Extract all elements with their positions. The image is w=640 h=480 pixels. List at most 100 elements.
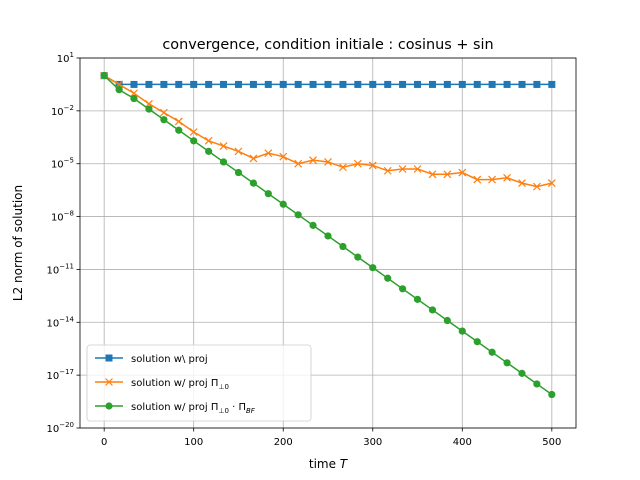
series-3-point bbox=[205, 147, 213, 155]
series-3-point bbox=[488, 348, 496, 356]
y-tick-base: 10 bbox=[57, 54, 70, 65]
y-tick-exponent: −11 bbox=[59, 262, 74, 270]
series-1-point bbox=[399, 80, 407, 88]
series-2-point bbox=[518, 179, 526, 188]
x-axis-label-text: time bbox=[309, 457, 340, 471]
series-3-point bbox=[309, 221, 317, 229]
series-1-point bbox=[354, 80, 362, 88]
series-2-point bbox=[130, 89, 138, 98]
y-tick-base: 10 bbox=[46, 318, 59, 329]
series-1-point bbox=[160, 80, 168, 88]
series-2-point bbox=[249, 154, 258, 163]
y-tick-base: 10 bbox=[51, 160, 64, 171]
series-3-point bbox=[160, 116, 168, 124]
series-1-point bbox=[458, 80, 466, 88]
y-tick-base: 10 bbox=[46, 424, 59, 435]
series-1-point bbox=[220, 80, 228, 88]
series-2-point bbox=[189, 128, 198, 136]
series-1-point bbox=[339, 80, 347, 88]
series-2-point bbox=[428, 170, 437, 179]
series-3-point bbox=[175, 126, 183, 134]
series-1-point bbox=[324, 80, 332, 88]
series-3-point bbox=[458, 327, 466, 335]
y-tick-label: 10−8 bbox=[51, 210, 74, 224]
series-2-point bbox=[353, 159, 362, 168]
y-tick-base: 10 bbox=[46, 265, 59, 276]
y-tick-exponent: 1 bbox=[70, 51, 74, 59]
series-layer bbox=[100, 71, 556, 399]
series-1-point bbox=[414, 80, 422, 88]
y-tick-exponent: −5 bbox=[64, 157, 74, 165]
legend-label-text: solution w/ proj Π bbox=[131, 378, 218, 389]
series-1-point bbox=[175, 80, 183, 88]
legend-label: solution w/ proj Π⊥0 · ΠBF bbox=[131, 402, 256, 415]
series-3-point bbox=[339, 242, 347, 251]
series-2-point bbox=[339, 163, 347, 172]
series-3-point bbox=[384, 274, 392, 282]
x-tick-label: 0 bbox=[101, 437, 107, 448]
series-2-point bbox=[204, 136, 213, 145]
series-1-point bbox=[428, 80, 436, 88]
legend-item-2: solution w/ proj Π⊥0 bbox=[95, 378, 229, 391]
series-2-point bbox=[383, 166, 392, 175]
y-tick-label: 10−2 bbox=[51, 104, 74, 118]
legend-label-subscript: ⊥0 bbox=[218, 383, 229, 391]
legend-label: solution w\ proj bbox=[131, 354, 208, 365]
y-tick-exponent: −2 bbox=[64, 104, 74, 112]
y-tick-label: 10−17 bbox=[46, 368, 74, 382]
series-2-point bbox=[488, 175, 497, 184]
series-1-point bbox=[145, 80, 153, 88]
series-2-point bbox=[503, 173, 511, 182]
legend-frame bbox=[86, 344, 312, 422]
x-axis: 0 100 200 300 400 500 bbox=[101, 428, 561, 448]
series-2-point bbox=[159, 108, 168, 117]
series-3-point bbox=[413, 295, 422, 303]
series-1-point bbox=[533, 80, 541, 88]
series-3-point bbox=[503, 359, 511, 367]
series-1-point bbox=[205, 80, 213, 88]
x-tick-label: 500 bbox=[542, 437, 561, 448]
x-tick-label: 400 bbox=[453, 437, 472, 448]
series-3-point bbox=[443, 316, 451, 325]
legend-label-subscript: BF bbox=[246, 407, 256, 415]
series-1-point bbox=[279, 80, 287, 88]
y-tick-base: 10 bbox=[46, 371, 59, 382]
series-2-point bbox=[264, 149, 273, 158]
series-2 bbox=[100, 71, 556, 191]
y-tick-label: 101 bbox=[57, 51, 74, 65]
legend-label: solution w/ proj Π⊥0 bbox=[131, 378, 229, 391]
series-3 bbox=[100, 72, 556, 399]
series-1-point bbox=[309, 80, 317, 88]
series-3-point bbox=[100, 72, 108, 80]
x-axis-label: time T bbox=[309, 457, 349, 471]
series-2-point bbox=[443, 170, 452, 179]
series-2-point bbox=[458, 168, 467, 177]
series-1-point bbox=[130, 80, 138, 88]
x-tick-label: 200 bbox=[274, 437, 293, 448]
y-tick-label: 10−14 bbox=[46, 315, 74, 329]
series-3-point bbox=[279, 200, 287, 208]
series-2-point bbox=[532, 182, 541, 191]
series-1-point bbox=[443, 80, 451, 88]
series-2-point bbox=[547, 179, 556, 188]
series-3-point bbox=[219, 158, 228, 166]
series-1-point bbox=[190, 80, 198, 88]
series-2-point bbox=[294, 159, 303, 168]
legend-item-1: solution w\ proj bbox=[95, 354, 208, 365]
series-3-point bbox=[130, 94, 138, 103]
x-tick-label: 100 bbox=[184, 437, 203, 448]
legend-item-3: solution w/ proj Π⊥0 · ΠBF bbox=[95, 402, 256, 415]
legend-swatch-marker bbox=[105, 354, 113, 362]
series-2-point bbox=[309, 156, 317, 165]
y-tick-exponent: −8 bbox=[64, 210, 74, 218]
series-3-point bbox=[234, 168, 243, 177]
y-tick-exponent: −14 bbox=[59, 315, 74, 323]
series-2-point bbox=[174, 117, 183, 126]
series-1-point bbox=[294, 80, 302, 88]
x-axis-label-variable: T bbox=[340, 457, 349, 471]
series-1-point bbox=[369, 80, 377, 88]
y-tick-exponent: −20 bbox=[59, 421, 74, 429]
y-tick-label: 10−11 bbox=[46, 262, 74, 276]
legend-label-subscript: ⊥0 bbox=[218, 407, 229, 415]
